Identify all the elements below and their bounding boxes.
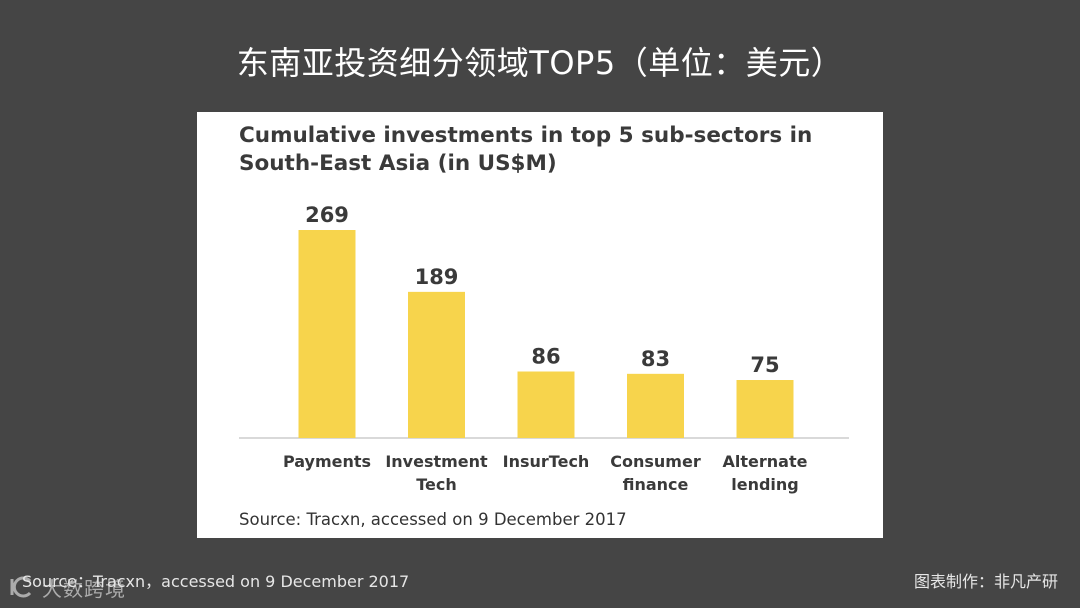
category-label: InsurTech <box>503 452 590 471</box>
category-label: finance <box>623 475 689 494</box>
chart-title: Cumulative investments in top 5 sub-sect… <box>239 123 813 176</box>
watermark-text: 大数跨境 <box>42 576 126 601</box>
category-label: Tech <box>416 475 457 494</box>
data-label: 83 <box>641 347 670 371</box>
bar <box>517 371 575 438</box>
footer-source: Source：Tracxn，accessed on 9 December 201… <box>22 572 410 591</box>
data-label: 189 <box>415 265 459 289</box>
watermark-logo-icon <box>10 576 32 598</box>
data-label: 269 <box>305 203 349 227</box>
data-label: 75 <box>750 353 779 377</box>
bar <box>408 291 465 438</box>
category-label: Alternate <box>723 452 808 471</box>
watermark: 大数跨境 <box>8 572 126 602</box>
category-label: Payments <box>283 452 371 471</box>
bar <box>627 373 684 438</box>
bar-chart: 269 Payments 189 Investment Tech 86 InsurTech 8… <box>239 203 849 494</box>
chart-source: Source: Tracxn, accessed on 9 December 2… <box>239 510 627 529</box>
footer-credit: 图表制作：非凡产研 <box>913 572 1058 591</box>
slide-title: 东南亚投资细分领域TOP5（单位：美元） <box>236 44 844 82</box>
chart-panel: Cumulative investments in top 5 sub-sect… <box>197 112 883 538</box>
bar <box>298 230 356 438</box>
category-label: Investment <box>385 452 488 471</box>
bar <box>736 380 794 438</box>
category-label: Consumer <box>610 452 701 471</box>
data-label: 86 <box>531 345 560 369</box>
category-label: lending <box>731 475 799 494</box>
